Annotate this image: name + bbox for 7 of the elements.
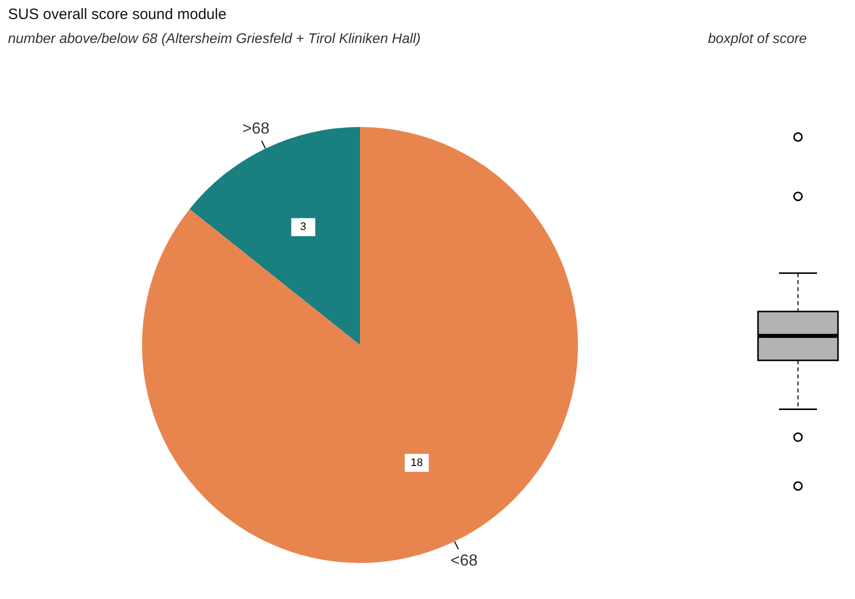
text: boxplot of score [708, 30, 807, 46]
chart-subtitle: number above/below 68 (Altersheim Griesfeld + Tirol Kliniken Hall) [8, 30, 421, 46]
data-label: 3 [300, 221, 306, 234]
slice-label: >68 [242, 120, 270, 138]
data-label: 18 [410, 456, 423, 469]
chart-title: SUS overall score sound module [8, 6, 226, 23]
slice-label: <68 [450, 552, 478, 570]
